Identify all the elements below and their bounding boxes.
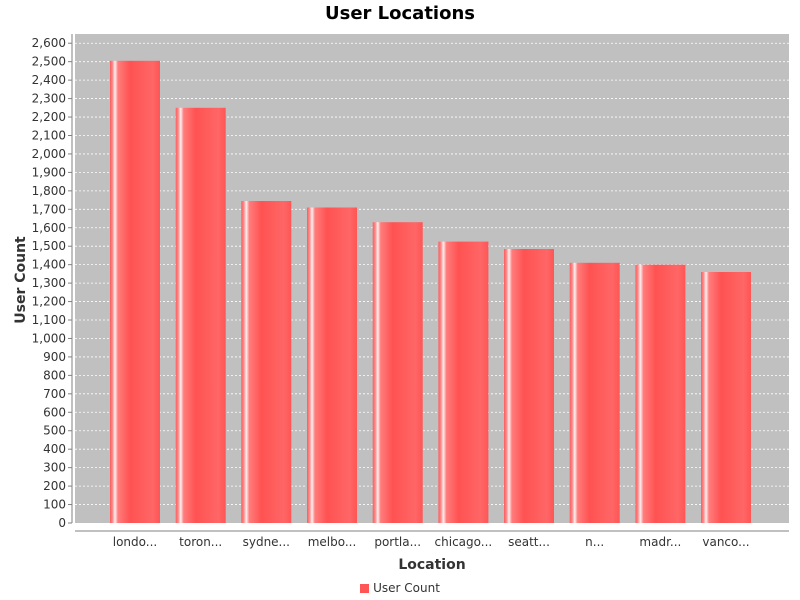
x-tick-labels: londo... toron... sydne... melbo... portla..… (113, 535, 750, 549)
x-tick-label: seatt... (508, 535, 550, 549)
y-tick-label: 1,700 (32, 202, 66, 216)
y-tick-label: 2,200 (32, 110, 66, 124)
y-tick-label: 600 (43, 405, 66, 419)
y-tick-label: 2,100 (32, 128, 66, 142)
bars (110, 60, 751, 524)
y-tick-label: 1,500 (32, 239, 66, 253)
y-tick-label: 2,300 (32, 92, 66, 106)
y-tick-labels: 0 100 200 300 400 500 600 700 800 900 1,000 1,100 1,… (32, 36, 72, 530)
x-tick-label: chicago... (435, 535, 493, 549)
bar (569, 262, 620, 523)
y-tick-label: 400 (43, 442, 66, 456)
y-tick-label: 700 (43, 387, 66, 401)
bar (635, 264, 686, 523)
y-axis-title: User Count (13, 236, 29, 324)
y-tick-label: 500 (43, 424, 66, 438)
legend-swatch (360, 583, 370, 593)
x-tick-label: portla... (374, 535, 421, 549)
x-tick-label: n... (585, 535, 604, 549)
y-tick-label: 1,900 (32, 165, 66, 179)
x-tick-label: melbo... (308, 535, 357, 549)
y-tick-label: 300 (43, 461, 66, 475)
x-tick-label: londo... (113, 535, 157, 549)
x-tick-label: madr... (639, 535, 681, 549)
y-tick-label: 900 (43, 350, 66, 364)
legend-label: User Count (373, 581, 440, 595)
bar (372, 222, 423, 523)
y-tick-label: 1,300 (32, 276, 66, 290)
y-tick-label: 1,000 (32, 331, 66, 345)
bar (504, 249, 554, 523)
x-tick-label: toron... (179, 535, 222, 549)
y-tick-label: 1,400 (32, 258, 66, 272)
bar (701, 272, 751, 523)
bar (241, 201, 292, 523)
y-tick-label: 200 (43, 479, 66, 493)
x-tick-label: sydne... (243, 535, 290, 549)
y-tick-label: 2,400 (32, 73, 66, 87)
y-tick-label: 2,000 (32, 147, 66, 161)
bar (307, 207, 357, 523)
x-axis-title: Location (398, 557, 465, 573)
y-tick-label: 0 (58, 516, 66, 530)
chart-title: User Locations (324, 3, 475, 24)
y-tick-label: 1,800 (32, 184, 66, 198)
y-tick-label: 1,200 (32, 295, 66, 309)
bar (438, 241, 489, 523)
y-tick-label: 1,100 (32, 313, 66, 327)
y-tick-label: 800 (43, 368, 66, 382)
y-tick-label: 2,500 (32, 55, 66, 69)
x-tick-label: vanco... (702, 535, 749, 549)
legend: User Count (0, 581, 800, 595)
bar (175, 107, 226, 524)
y-tick-label: 1,600 (32, 221, 66, 235)
y-tick-label: 100 (43, 498, 66, 512)
y-tick-label: 2,600 (32, 36, 66, 50)
grid-lines (75, 42, 789, 505)
bar (110, 60, 160, 524)
